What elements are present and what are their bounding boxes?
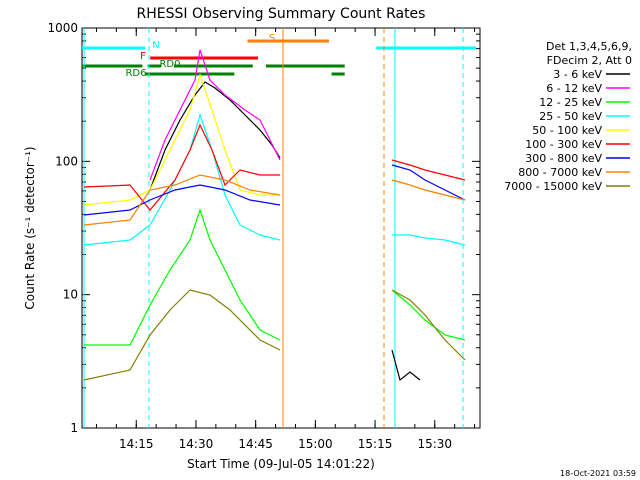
series-line-7000-15000kev-late — [391, 289, 466, 361]
legend-entry: 800 - 7000 keV — [518, 166, 602, 179]
flag-label-f: F — [140, 51, 146, 62]
legend-entry: 100 - 300 keV — [525, 138, 602, 151]
series-line-3-6kev-late — [391, 349, 421, 382]
x-tick-label: 15:15 — [358, 437, 393, 451]
legend-header: FDecim 2, Att 0 — [547, 54, 632, 67]
flag-label-rd6: RD6 — [125, 68, 146, 79]
chart-title: RHESSI Observing Summary Count Rates — [137, 6, 426, 22]
series-line-300-800kev — [83, 184, 281, 216]
series-line-50-100kev — [83, 72, 280, 206]
legend-entry: 25 - 50 keV — [539, 110, 602, 123]
x-tick-label: 15:30 — [417, 437, 452, 451]
flag-label-rd0: RD0 — [159, 59, 180, 70]
legend-entry: 3 - 6 keV — [553, 68, 602, 81]
series-line-7000-15000kev — [83, 289, 281, 381]
series-line-6-12kev — [149, 49, 281, 181]
flag-label-s: S — [269, 33, 275, 44]
series-line-100-300kev — [83, 123, 280, 211]
x-tick-label: 15:00 — [298, 437, 333, 451]
legend-entry: 50 - 100 keV — [532, 124, 602, 137]
y-tick-label: 1000 — [47, 21, 78, 35]
legend-entry: 12 - 25 keV — [539, 96, 602, 109]
series-line-12-25kev-late — [391, 289, 466, 341]
legend-entry: 7000 - 15000 keV — [504, 180, 602, 193]
plot-frame — [81, 27, 481, 429]
series-line-800-7000kev — [83, 174, 281, 226]
y-axis-label: Count Rate (s⁻¹ detector⁻¹) — [23, 146, 37, 309]
x-tick-label: 14:45 — [238, 437, 273, 451]
y-tick-label: 1 — [70, 421, 78, 435]
footer-date: 18-Oct-2021 03:59 — [560, 469, 636, 478]
x-axis-label: Start Time (09-Jul-05 14:01:22) — [187, 457, 375, 471]
series-line-12-25kev — [84, 208, 281, 346]
y-tick-label: 100 — [55, 154, 78, 168]
series-line-3-6kev — [149, 81, 281, 191]
legend-entry: 6 - 12 keV — [546, 82, 602, 95]
flag-label-n: N — [152, 40, 159, 51]
y-tick-label: 10 — [63, 288, 78, 302]
legend-header: Det 1,3,4,5,6,9, — [546, 40, 632, 53]
series-line-25-50kev-late — [392, 234, 466, 246]
x-tick-label: 14:15 — [119, 437, 154, 451]
series-line-25-50kev — [83, 112, 281, 246]
series-line-800-7000kev-late — [391, 179, 466, 201]
legend-entry: 300 - 800 keV — [525, 152, 602, 165]
series-line-300-800kev-late — [391, 164, 466, 201]
x-tick-label: 14:30 — [179, 437, 214, 451]
series-line-100-300kev-late — [391, 159, 466, 181]
